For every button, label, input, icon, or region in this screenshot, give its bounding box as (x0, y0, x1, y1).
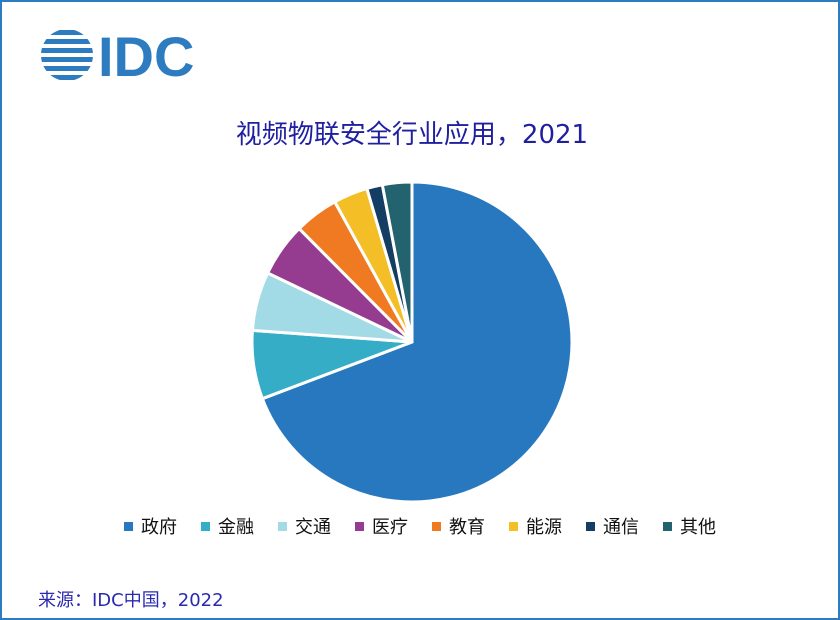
legend-swatch (586, 521, 595, 531)
legend-swatch (124, 521, 133, 531)
globe-icon (41, 30, 93, 80)
legend-swatch (355, 521, 364, 531)
pie-slice-0 (260, 180, 574, 504)
legend-swatch (663, 521, 672, 531)
legend-label: 教育 (449, 517, 485, 538)
legend-swatch (278, 521, 287, 531)
legend-item-0: 政府 (124, 513, 177, 539)
legend-swatch (432, 521, 441, 531)
legend-item-5: 能源 (509, 513, 562, 539)
logo-text: IDC (98, 25, 194, 86)
legend-item-4: 教育 (432, 513, 485, 539)
legend-label: 能源 (526, 517, 562, 538)
legend-item-1: 金融 (201, 513, 254, 539)
legend-label: 交通 (295, 517, 331, 538)
legend-item-2: 交通 (278, 513, 331, 539)
source-note: 来源：IDC中国，2022 (38, 590, 224, 611)
legend-label: 其他 (680, 517, 716, 538)
chart-title: 视频物联安全行业应用，2021 (235, 120, 589, 150)
legend-label: 医疗 (372, 517, 408, 538)
legend-label: 金融 (218, 517, 254, 538)
legend-item-7: 其他 (663, 513, 716, 539)
legend-swatch (201, 521, 210, 531)
chart-legend: 政府 金融 交通 医疗 教育 能源 通信 其他 (2, 513, 838, 539)
legend-swatch (509, 521, 518, 531)
legend-item-3: 医疗 (355, 513, 408, 539)
legend-label: 通信 (603, 517, 639, 538)
legend-item-6: 通信 (586, 513, 639, 539)
idc-logo: IDC (41, 25, 194, 86)
pie-chart (250, 180, 574, 504)
legend-label: 政府 (141, 517, 177, 538)
pie-slice-7 (380, 180, 414, 344)
